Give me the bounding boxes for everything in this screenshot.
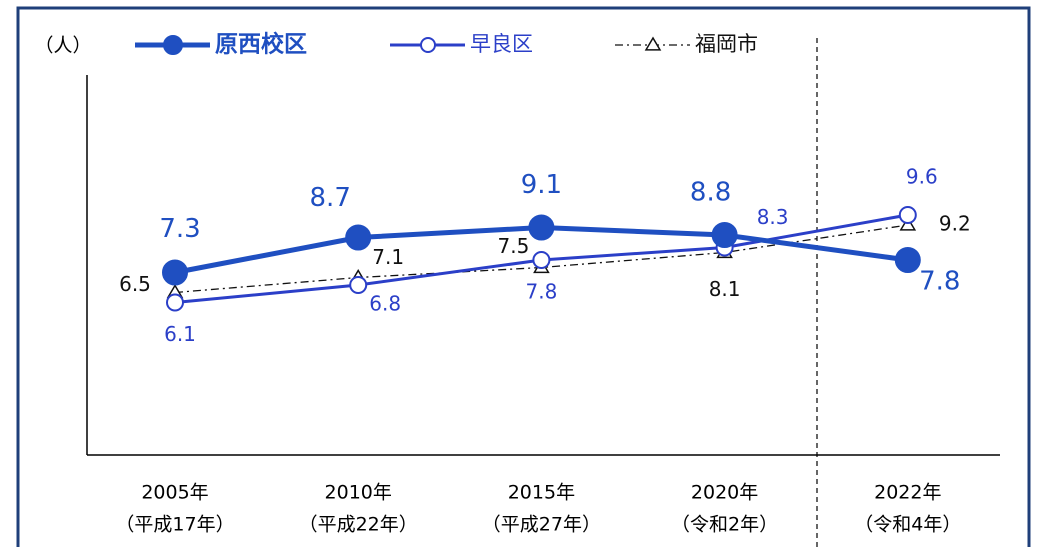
x-tick-label: 2015年	[508, 482, 575, 504]
x-tick-label: （平成27年）	[482, 514, 601, 536]
point	[166, 293, 184, 312]
data-label: 8.7	[310, 183, 351, 213]
point	[711, 222, 738, 248]
point	[528, 214, 555, 241]
point	[345, 224, 372, 251]
point	[898, 206, 917, 224]
x-tick-label: （平成17年）	[115, 514, 234, 536]
legend-label: 福岡市	[695, 32, 758, 56]
data-label: 8.3	[757, 205, 789, 229]
legend-marker	[644, 36, 662, 51]
frame	[16, 6, 1031, 547]
point	[532, 251, 551, 269]
y-unit: （人）	[34, 35, 91, 57]
x-tick-label: （平成22年）	[299, 514, 418, 536]
x-tick-label: 2010年	[325, 482, 392, 504]
data-label: 7.8	[525, 280, 557, 304]
x-tick-label: 2020年	[691, 482, 758, 504]
data-label: 7.5	[497, 234, 529, 258]
data-label: 9.2	[939, 212, 971, 236]
point	[162, 259, 188, 286]
data-label: 9.6	[906, 165, 938, 189]
x-tick-label: （令和2年）	[671, 514, 778, 536]
data-label: 7.8	[919, 267, 960, 297]
x-tick-label: 2022年	[874, 482, 941, 504]
x-tick-label: 2005年	[141, 482, 208, 504]
point	[349, 276, 368, 294]
point	[894, 247, 921, 273]
data-label: 7.3	[159, 214, 200, 244]
data-label: 9.1	[521, 170, 562, 200]
data-label: 6.8	[369, 292, 401, 316]
data-label: 6.5	[119, 272, 151, 296]
data-label: 8.8	[690, 178, 731, 208]
data-label: 6.1	[164, 322, 196, 346]
legend-marker	[163, 35, 183, 55]
legend-label: 早良区	[470, 32, 533, 56]
legend-marker	[420, 37, 436, 53]
data-label: 7.1	[372, 245, 404, 269]
x-tick-label: （令和4年）	[854, 514, 961, 536]
data-label: 8.1	[709, 277, 741, 301]
legend-label: 原西校区	[215, 31, 307, 58]
